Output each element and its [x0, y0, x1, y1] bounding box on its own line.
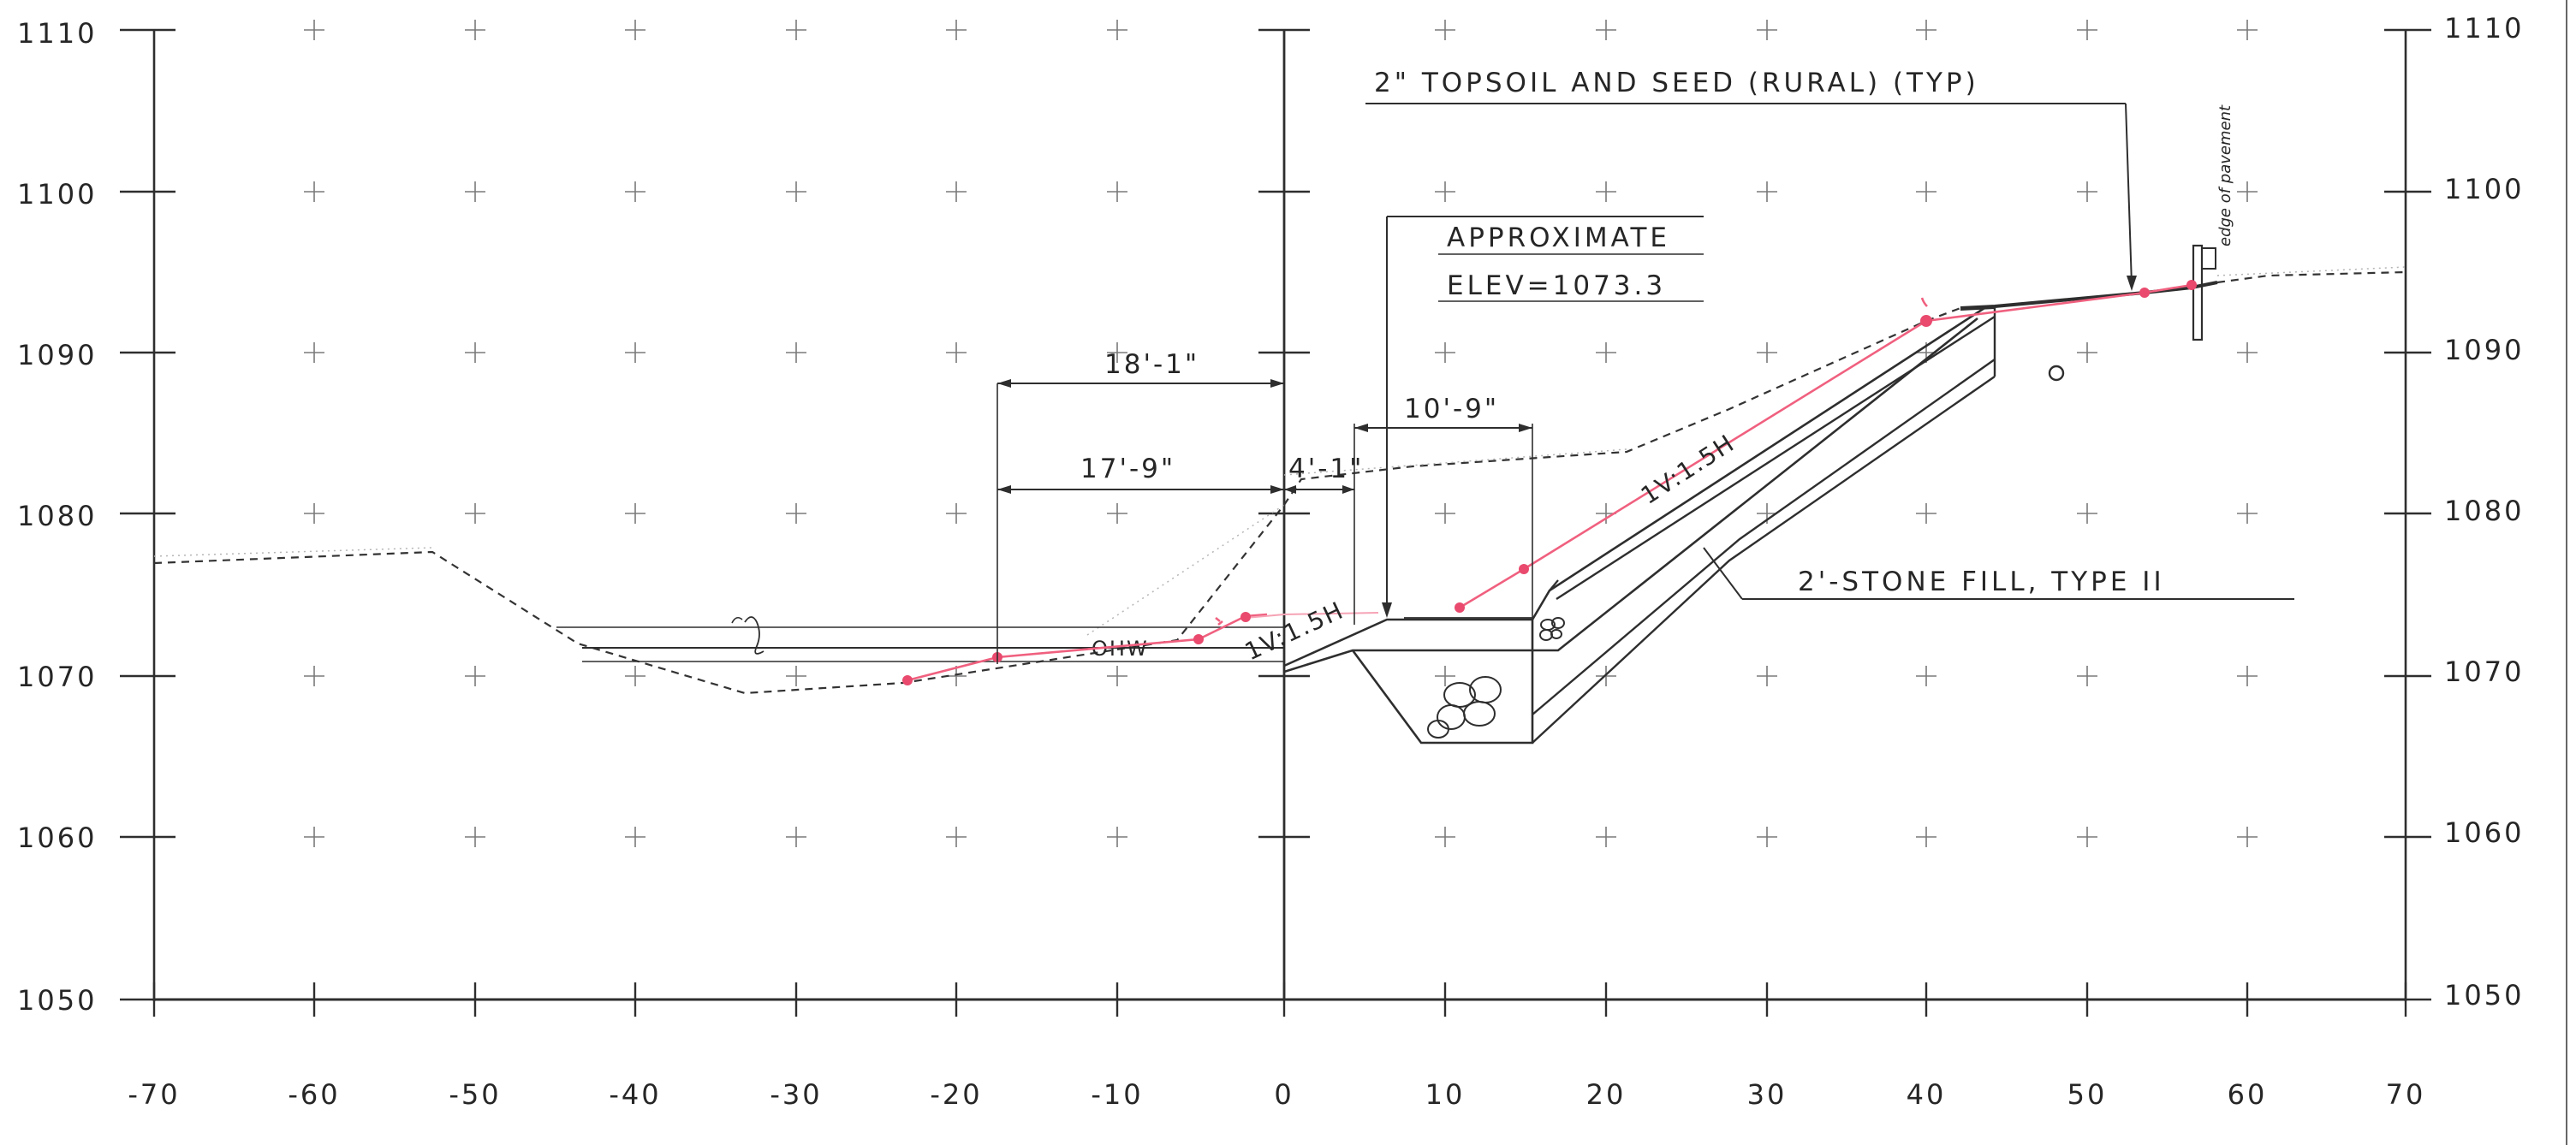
- topsoil-leader: [1365, 103, 2137, 291]
- right-axis-ticks: [2384, 28, 2431, 1001]
- y-label-right-1100: 1100: [2444, 173, 2524, 205]
- existing-surface-dotted-right: [2216, 266, 2406, 276]
- survey-line-faint: [1245, 612, 1379, 619]
- survey-line-upper: [1459, 283, 2192, 609]
- stone-fill-note: 2'-STONE FILL, TYPE II: [1798, 567, 2165, 597]
- stone-fill-leader: [1703, 547, 2294, 600]
- x-label-40: 40: [1907, 1078, 1947, 1111]
- y-label-left-1050: 1050: [17, 984, 97, 1017]
- x-label-0: 0: [1274, 1078, 1294, 1111]
- dimension-label-17ft: 17'-9": [1080, 454, 1175, 484]
- survey-circle-mark: [2048, 365, 2065, 382]
- existing-surface-dotted-left: [153, 547, 433, 557]
- dimension-label-10ft: 10'-9": [1404, 394, 1499, 424]
- dimension-label-18ft: 18'-1": [1104, 349, 1199, 380]
- existing-ground-right: [2216, 270, 2406, 284]
- x-label-m70: -70: [128, 1078, 180, 1111]
- x-label-30: 30: [1747, 1078, 1788, 1111]
- y-label-right-1060: 1060: [2444, 816, 2524, 849]
- dimension-17ft: [997, 485, 1284, 494]
- y-label-left-1100: 1100: [17, 178, 97, 211]
- y-label-left-1070: 1070: [17, 661, 97, 693]
- approx-elev-line1: APPROXIMATE: [1447, 222, 1670, 253]
- dimension-10ft: [1354, 424, 1533, 625]
- x-label-20: 20: [1586, 1078, 1627, 1111]
- x-label-50: 50: [2067, 1078, 2108, 1111]
- edge-of-pavement-marker: [2192, 244, 2204, 341]
- stone-boulders: [1427, 617, 1565, 739]
- existing-ground-line: [153, 306, 1961, 695]
- x-label-m40: -40: [609, 1078, 661, 1111]
- survey-tick-marks: [1215, 297, 1928, 626]
- approx-elev-line2: ELEV=1073.3: [1447, 270, 1666, 301]
- dimension-18ft: [996, 379, 1284, 664]
- slope-label-toe: 1V:1.5H: [1240, 596, 1348, 666]
- left-axis-ticks: [120, 28, 1310, 1001]
- y-label-left-1110: 1110: [17, 17, 97, 50]
- y-label-left-1080: 1080: [17, 500, 97, 532]
- bottom-axis-ticks: [152, 982, 2407, 1017]
- grid-crosses: [304, 20, 2258, 847]
- left-axis-labels: 1110 1100 1090 1080 1070 1060 1050: [17, 17, 97, 1017]
- x-label-60: 60: [2228, 1078, 2268, 1111]
- x-label-m10: -10: [1091, 1078, 1143, 1111]
- x-label-m30: -30: [770, 1078, 822, 1111]
- dimension-4ft: [1284, 424, 1355, 625]
- right-axis-labels: 1110 1100 1090 1080 1070 1060 1050: [2444, 12, 2524, 1012]
- proposed-section: [1283, 281, 2218, 745]
- y-label-right-1070: 1070: [2444, 656, 2524, 688]
- y-label-right-1080: 1080: [2444, 495, 2524, 527]
- survey-points: [902, 280, 2197, 685]
- approx-elev-leader: [1382, 216, 1704, 618]
- topsoil-note: 2" TOPSOIL AND SEED (RURAL) (TYP): [1374, 68, 1979, 98]
- x-label-10: 10: [1425, 1078, 1466, 1111]
- edge-of-pavement-box: [2201, 247, 2216, 270]
- x-label-m20: -20: [930, 1078, 982, 1111]
- ohw-water-lines: [556, 616, 1284, 662]
- y-label-right-1090: 1090: [2444, 334, 2524, 366]
- x-label-m50: -50: [449, 1078, 501, 1111]
- x-label-70: 70: [2386, 1078, 2426, 1111]
- y-label-right-1050: 1050: [2444, 979, 2524, 1012]
- x-label-m60: -60: [288, 1078, 340, 1111]
- edge-of-pavement-label: edge of pavement: [2216, 104, 2234, 246]
- y-label-right-1110: 1110: [2444, 12, 2524, 44]
- y-label-left-1060: 1060: [17, 822, 97, 854]
- y-label-left-1090: 1090: [17, 339, 97, 371]
- dimension-label-4ft: 4'-1": [1288, 454, 1364, 484]
- bottom-axis-labels: -70 -60 -50 -40 -30 -20 -10 0 10 20 30 4…: [128, 1078, 2426, 1111]
